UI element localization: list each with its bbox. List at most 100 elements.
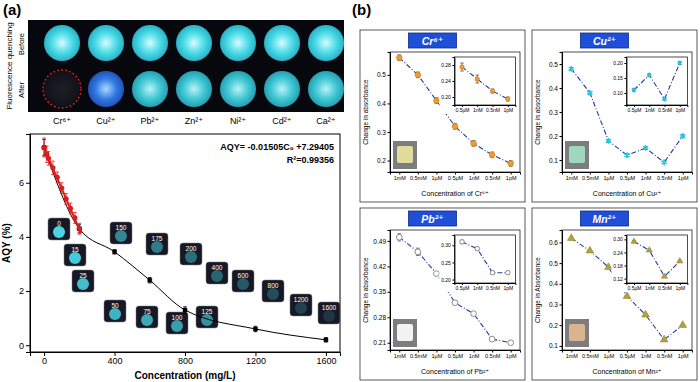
y-tick-mark bbox=[26, 183, 30, 184]
sample-before bbox=[176, 25, 212, 61]
x-tick-label: 0.5µM bbox=[448, 353, 464, 359]
y-tick: 0.2 bbox=[549, 322, 562, 329]
annotation: AQY= -0.01505C₀ +7.29405 bbox=[220, 142, 334, 152]
panel-title: Cr⁶⁺ bbox=[422, 35, 443, 47]
error-cap bbox=[254, 331, 258, 332]
x-tick-label: 1600 bbox=[316, 356, 336, 366]
y-tick: 0.21 bbox=[373, 339, 390, 346]
data-point bbox=[489, 336, 495, 342]
data-point bbox=[631, 238, 637, 243]
y-axis: 0246 bbox=[19, 135, 31, 353]
x-tick: 0.5µM bbox=[628, 105, 642, 113]
panel-title-box bbox=[581, 33, 629, 48]
y-tick-mark bbox=[560, 242, 563, 243]
marks bbox=[42, 138, 328, 342]
thumbnail-sample bbox=[267, 288, 279, 300]
x-tick: 1nM bbox=[473, 283, 483, 291]
data-point bbox=[623, 292, 631, 299]
data-point bbox=[415, 249, 421, 255]
x-tick-label: 1pM bbox=[503, 285, 513, 291]
thumbnail-sample bbox=[185, 251, 197, 263]
thumbnail-sample bbox=[237, 278, 249, 290]
y-tick-label: 0.20 bbox=[441, 277, 451, 283]
x-tick: 0.5nM bbox=[658, 283, 672, 291]
thumbnail-sample bbox=[211, 270, 223, 282]
error-bar bbox=[460, 240, 464, 243]
data-point bbox=[471, 141, 477, 147]
x-tick: 1pM bbox=[678, 172, 689, 181]
inset: 0.5µM1nM0.5nM1pM0.200.240.28 bbox=[439, 54, 517, 114]
y-tick-label: 0.49 bbox=[373, 237, 386, 244]
y-tick-label: 0.2 bbox=[549, 322, 558, 329]
thumbnail-sample bbox=[69, 252, 81, 264]
x-tick: 0.5µM bbox=[620, 172, 636, 181]
y-tick-label: 0.28 bbox=[441, 62, 451, 68]
x-axis: 1mM0.5mM1µM0.5µM1nM0.5nM1pM bbox=[563, 172, 693, 181]
x-tick: 0.5mM bbox=[410, 350, 427, 359]
error-bar bbox=[663, 98, 667, 101]
data-point bbox=[677, 258, 683, 263]
x-tick-label: 0.5µM bbox=[628, 285, 642, 291]
y-tick: 0.30 bbox=[441, 242, 454, 248]
thumbnail-frame bbox=[206, 262, 228, 284]
error-cap bbox=[51, 161, 55, 162]
data-point bbox=[642, 310, 650, 317]
panel: Mn²⁺1mM0.5mM1µM0.5µM1nM0.5nM1pM0.10.20.3… bbox=[532, 208, 697, 380]
y-tick: 0.20 bbox=[441, 94, 454, 100]
x-tick-label: 0.5mM bbox=[410, 353, 427, 359]
y-tick-label: 0.18 bbox=[613, 263, 623, 269]
x-tick-label: 1pM bbox=[678, 353, 689, 359]
thumbnail-label: 25 bbox=[79, 272, 87, 279]
side-label: Fluorescence quenching bbox=[5, 22, 14, 109]
error-cap bbox=[78, 223, 82, 224]
plot-frame bbox=[562, 52, 692, 172]
x-tick: 0.5mM bbox=[410, 172, 427, 181]
error-cap bbox=[73, 212, 77, 213]
y-axis-title: Change in absorbance bbox=[534, 79, 542, 145]
data-point bbox=[606, 138, 611, 144]
data-point bbox=[680, 133, 685, 139]
error-bar bbox=[491, 271, 495, 274]
inset-background bbox=[439, 54, 517, 114]
thumbnail: 1200 bbox=[290, 294, 312, 316]
thumbnail-sample bbox=[53, 226, 65, 238]
y-tick: 0.4 bbox=[549, 85, 562, 92]
error-cap bbox=[42, 138, 46, 139]
x-tick-label: 0.5nM bbox=[486, 107, 500, 113]
sample-after bbox=[88, 71, 124, 107]
thumbnail-label: 400 bbox=[212, 264, 223, 271]
y-tick: 0.18 bbox=[613, 263, 626, 269]
x-tick: 0.5µM bbox=[628, 283, 642, 291]
error-cap bbox=[475, 75, 479, 76]
y-tick-mark bbox=[560, 112, 563, 113]
x-tick: 1nM bbox=[469, 172, 480, 181]
y-tick-mark bbox=[388, 292, 391, 293]
sample-photo bbox=[565, 319, 589, 347]
sample-after bbox=[176, 71, 212, 107]
thumbnail-sample bbox=[151, 241, 163, 253]
x-tick-label: 0.5nM bbox=[485, 175, 501, 181]
plot-frame bbox=[454, 235, 515, 283]
y-tick: 0.12 bbox=[613, 276, 626, 282]
y-tick: 0.3 bbox=[549, 109, 562, 116]
panel-title-box bbox=[581, 211, 629, 226]
data-point bbox=[396, 234, 402, 240]
y-tick: 0.2 bbox=[377, 157, 390, 164]
x-tick: 0.5µM bbox=[456, 283, 470, 291]
error-cap bbox=[254, 326, 258, 327]
x-tick-label: 0.5nM bbox=[658, 285, 672, 291]
x-axis: 0.5µM1nM0.5nM1pM bbox=[627, 283, 688, 291]
plot-frame bbox=[390, 230, 520, 350]
x-tick-label: 1mM bbox=[394, 175, 407, 181]
error-bar bbox=[254, 326, 258, 331]
sample-after bbox=[308, 71, 344, 107]
x-axis-title: Concentration (mg/L) bbox=[134, 370, 235, 381]
error-cap bbox=[183, 313, 187, 314]
x-tick: 0 bbox=[42, 352, 47, 366]
data-point bbox=[253, 327, 257, 331]
thumbnail-label: 800 bbox=[268, 282, 279, 289]
x-tick-label: 800 bbox=[178, 356, 193, 366]
plot-frame bbox=[562, 230, 692, 350]
y-axis: 0.100.150.20 bbox=[613, 58, 627, 106]
y-tick-label: 0.42 bbox=[373, 263, 386, 270]
